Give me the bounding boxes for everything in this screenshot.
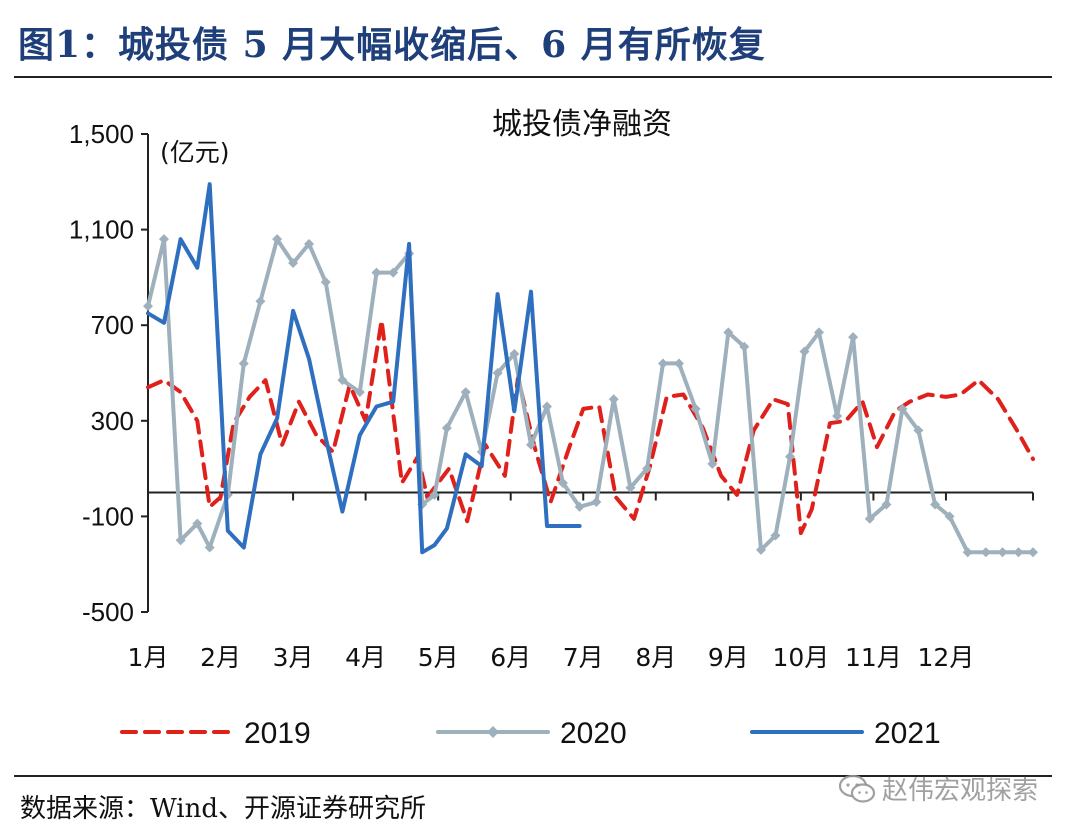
point-2020	[962, 547, 973, 558]
series-line-2019	[146, 318, 1035, 536]
legend-label-2019: 2019	[244, 717, 311, 750]
point-2020	[944, 511, 955, 522]
x-tick-label: 11月	[845, 643, 902, 672]
point-2020	[723, 327, 734, 338]
y-tick-label: 300	[91, 406, 134, 436]
point-2020	[658, 358, 669, 369]
y-tick-label: 1,500	[69, 119, 134, 149]
point-2020	[591, 497, 602, 508]
x-tick-label: 6月	[490, 643, 531, 672]
point-2020	[642, 463, 653, 474]
point-2020	[881, 499, 892, 510]
point-2020	[238, 358, 249, 369]
bottom-rule	[14, 775, 1052, 777]
point-2020	[272, 234, 283, 245]
watermark: 赵伟宏观探索	[838, 770, 1038, 807]
x-tick-label: 4月	[345, 643, 386, 672]
point-2020	[608, 394, 619, 405]
point-2020	[897, 403, 908, 414]
x-tick-label: 1月	[128, 643, 169, 672]
point-2020	[192, 518, 203, 529]
point-2020	[526, 439, 537, 450]
x-tick-label: 7月	[563, 643, 604, 672]
data-source: 数据来源：Wind、开源证券研究所	[20, 794, 426, 824]
point-2020	[1013, 547, 1024, 558]
watermark-text: 赵伟宏观探索	[882, 776, 1039, 806]
legend-marker-2020	[487, 726, 499, 738]
chart-legend: 2019 2020 2021	[120, 717, 941, 750]
point-2020	[674, 358, 684, 369]
point-2020	[204, 542, 215, 553]
point-2020	[158, 234, 169, 245]
chart-series	[143, 182, 1038, 558]
y-tick-label: -100	[82, 501, 134, 531]
point-2020	[557, 477, 568, 488]
series-line-2021	[146, 182, 582, 555]
chart-axes: -500 -100 300 700 1,100 1,500 1月 2月 3月 4月 5月 6月 7月 8月…	[69, 119, 1034, 672]
y-tick-label: 1,100	[69, 215, 134, 245]
top-rule	[14, 76, 1052, 78]
point-2020	[930, 499, 941, 510]
x-tick-label: 3月	[273, 643, 314, 672]
point-2020	[980, 547, 991, 558]
x-tick-label: 12月	[918, 643, 975, 672]
point-2020	[492, 368, 503, 378]
point-2020	[739, 341, 750, 352]
y-tick-label: 700	[91, 310, 134, 340]
x-tick-label: 5月	[418, 643, 459, 672]
point-2020	[541, 401, 552, 412]
point-2020	[864, 513, 875, 524]
point-2020	[371, 267, 382, 278]
point-2020	[175, 535, 186, 546]
point-2020	[255, 296, 266, 307]
x-tick-label: 9月	[708, 643, 749, 672]
series-line-2020	[146, 237, 1035, 555]
point-2020	[320, 277, 331, 288]
point-2020	[143, 301, 153, 312]
point-2020	[707, 458, 718, 469]
point-2020	[337, 375, 348, 386]
point-2020	[913, 425, 924, 436]
point-2020	[460, 387, 471, 398]
point-2020	[574, 501, 585, 512]
x-tick-label: 2月	[200, 643, 241, 672]
point-2020	[441, 422, 452, 433]
point-2020	[832, 411, 843, 422]
point-2020	[755, 544, 766, 555]
x-tick-label: 8月	[635, 643, 676, 672]
point-2020	[848, 332, 859, 343]
point-2020	[509, 348, 520, 359]
point-2020	[1028, 547, 1038, 558]
point-2020	[288, 258, 299, 269]
y-tick-label: -500	[82, 597, 134, 627]
point-2020	[388, 267, 399, 278]
point-2020	[690, 403, 701, 414]
point-2020	[799, 346, 810, 357]
legend-label-2021: 2021	[874, 717, 941, 750]
point-2020	[625, 482, 636, 493]
point-2020	[429, 489, 440, 500]
point-2020	[304, 238, 315, 249]
chart-title: 城投债净融资	[492, 107, 672, 142]
figure-title: 图1：城投债 5 月大幅收缩后、6 月有所恢复	[18, 24, 766, 66]
unit-label: (亿元)	[160, 138, 230, 167]
point-2020	[997, 547, 1008, 558]
point-2020	[770, 530, 781, 541]
x-tick-label: 10月	[772, 643, 829, 672]
point-2020	[814, 327, 825, 338]
line-chart: -500 -100 300 700 1,100 1,500 1月 2月 3月 4月 5月 6月 7月 8月…	[69, 107, 1038, 750]
legend-label-2020: 2020	[560, 717, 627, 750]
wechat-icon	[838, 774, 876, 803]
point-2020	[784, 451, 795, 462]
point-2020	[354, 387, 365, 398]
